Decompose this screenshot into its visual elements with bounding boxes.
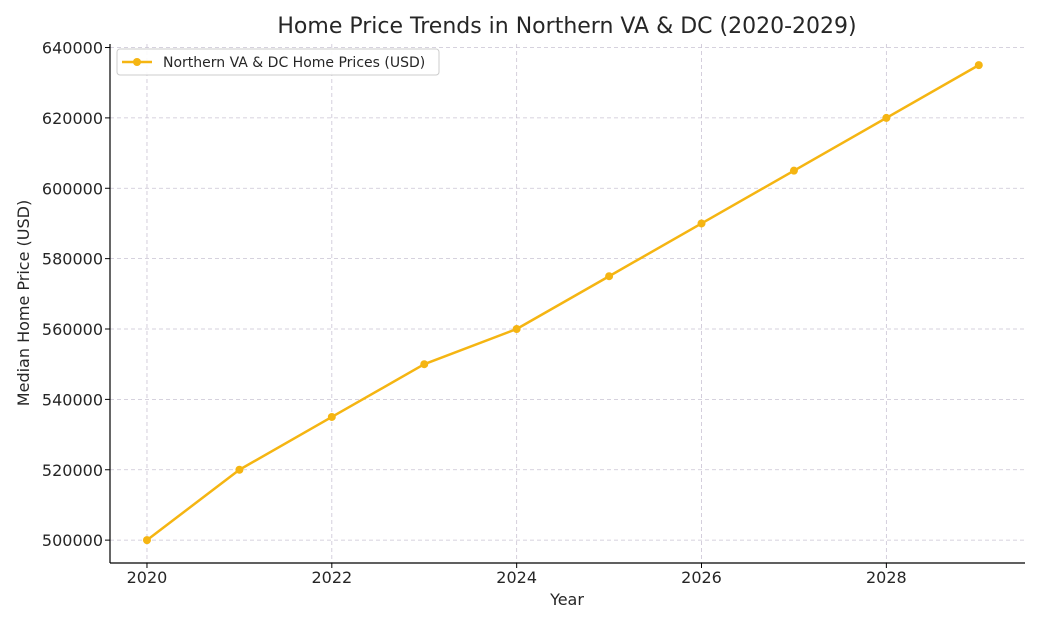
grid-lines: [110, 44, 1025, 563]
series-line: [146, 64, 980, 542]
y-tick-label: 600000: [42, 179, 103, 198]
axes: [109, 44, 1025, 564]
y-tick-label: 500000: [42, 531, 103, 550]
x-axis-label: Year: [549, 590, 584, 609]
data-point: [974, 61, 983, 70]
x-axis-ticks: 2020 2022 2024 2026 2028: [127, 563, 907, 587]
y-tick-label: 560000: [42, 320, 103, 339]
chart-title: Home Price Trends in Northern VA & DC (2…: [277, 14, 856, 39]
data-point: [142, 536, 151, 545]
y-tick-label: 540000: [42, 390, 103, 409]
legend-marker-swatch: [133, 58, 141, 66]
x-tick-label: 2026: [681, 568, 722, 587]
y-tick-label: 620000: [42, 109, 103, 128]
data-point: [605, 272, 614, 281]
x-tick-label: 2024: [496, 568, 537, 587]
y-axis-ticks: 500000 520000 540000 560000 580000 600000 6200…: [42, 39, 110, 550]
y-axis-label: Median Home Price (USD): [14, 200, 33, 406]
legend-box: [116, 48, 440, 76]
x-tick-label: 2022: [311, 568, 352, 587]
data-point: [512, 325, 521, 334]
data-point: [882, 113, 891, 122]
series-group: [142, 61, 983, 545]
y-tick-label: 640000: [42, 39, 103, 58]
data-point: [697, 219, 706, 228]
legend-label: Northern VA & DC Home Prices (USD): [163, 55, 425, 71]
y-tick-label: 520000: [42, 461, 103, 480]
data-point: [420, 360, 429, 369]
x-tick-label: 2020: [127, 568, 168, 587]
legend: Northern VA & DC Home Prices (USD): [116, 48, 440, 76]
x-tick-label: 2028: [866, 568, 907, 587]
y-tick-label: 580000: [42, 250, 103, 269]
data-point: [789, 166, 798, 175]
data-point: [327, 412, 336, 421]
data-point: [235, 465, 244, 474]
